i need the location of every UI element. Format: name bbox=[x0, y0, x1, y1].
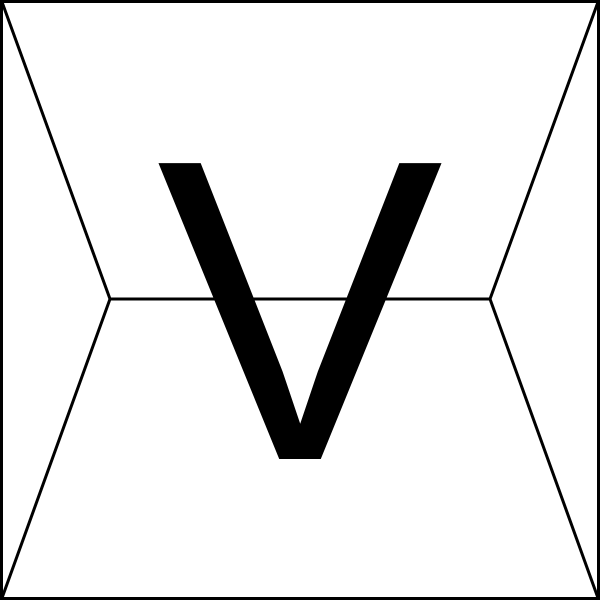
top-left-diagonal bbox=[0, 1, 112, 300]
bottom-right-diagonal bbox=[488, 298, 600, 599]
top-right-diagonal bbox=[488, 1, 600, 300]
bottom-left-diagonal bbox=[0, 298, 112, 599]
